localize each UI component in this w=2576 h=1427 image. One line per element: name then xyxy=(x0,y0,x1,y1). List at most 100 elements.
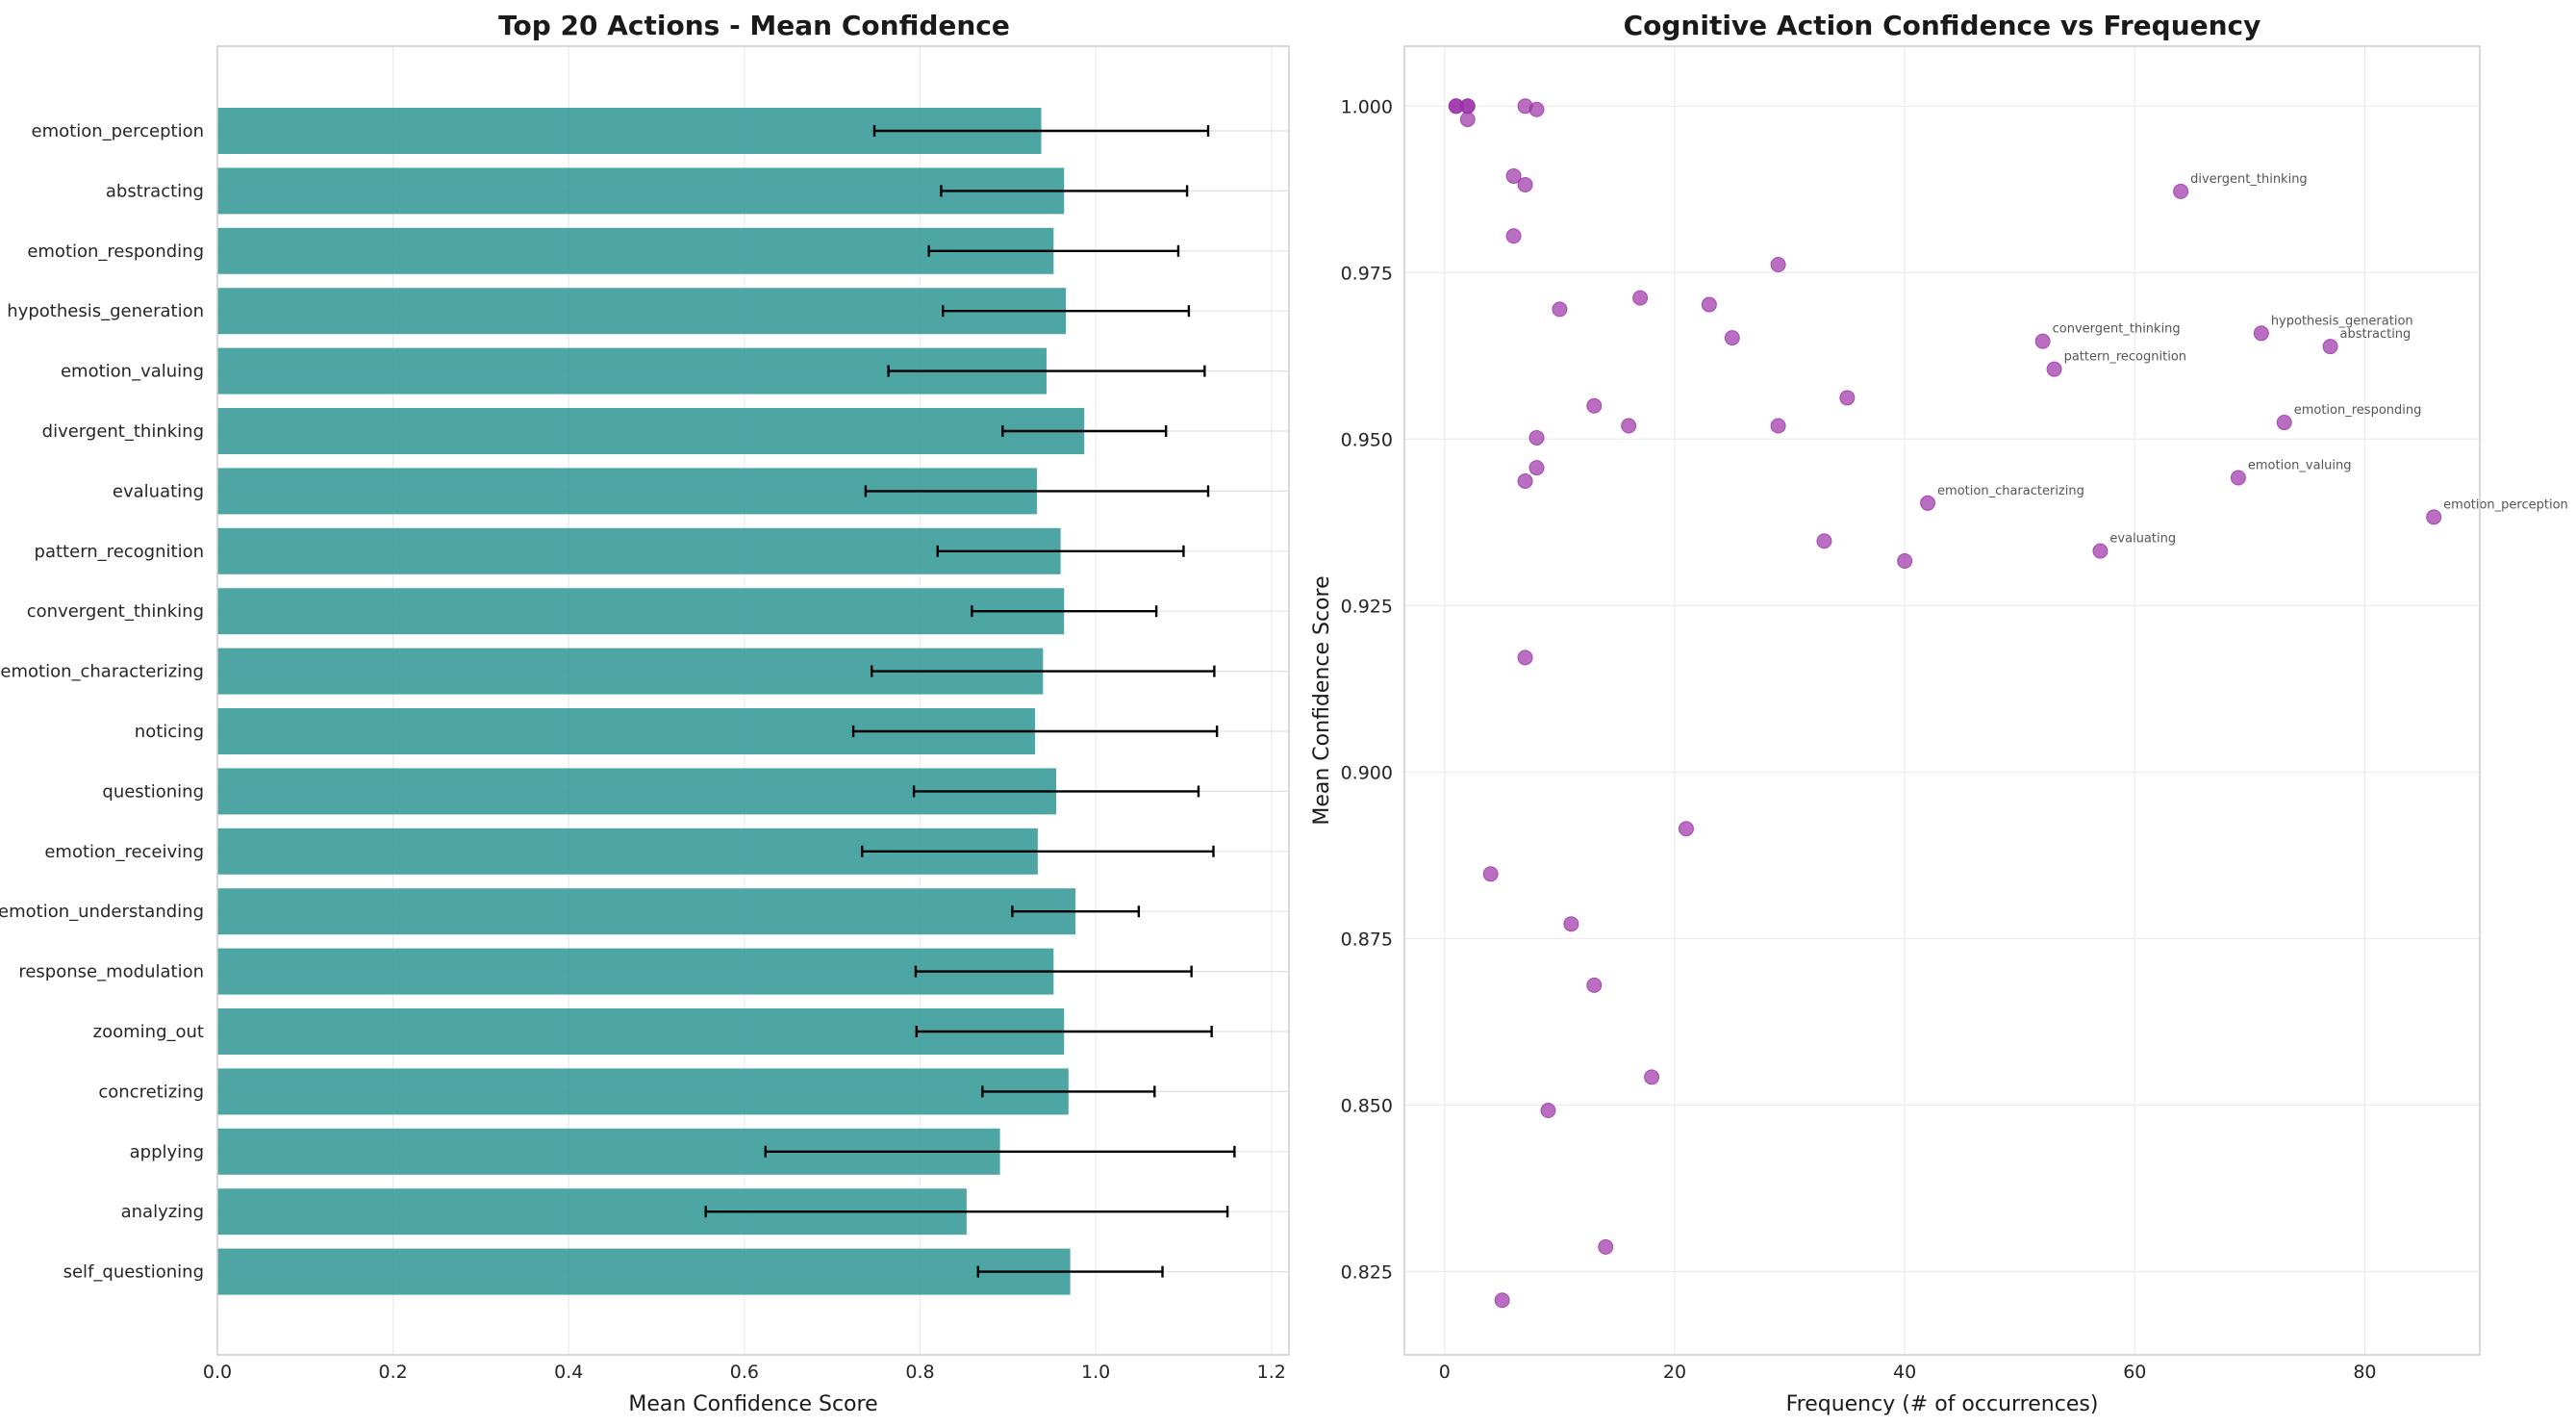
scatter-point xyxy=(1644,1069,1660,1085)
bar-self_questioning xyxy=(217,1248,1071,1295)
scatter-x-tick-label: 0 xyxy=(1439,1362,1451,1383)
scatter-y-tick-label: 0.925 xyxy=(1341,596,1393,617)
scatter-point xyxy=(1528,101,1545,117)
category-label-emotion_valuing: emotion_valuing xyxy=(61,362,204,382)
bar-response_modulation xyxy=(217,948,1054,995)
bar-chart-x-tick-label: 0.4 xyxy=(554,1362,583,1383)
category-label-pattern_recognition: pattern_recognition xyxy=(35,542,204,562)
scatter-point xyxy=(1724,330,1740,346)
scatter-point xyxy=(1540,1102,1556,1118)
scatter-point xyxy=(1632,290,1649,306)
scatter-point xyxy=(1586,977,1603,993)
category-label-hypothesis_generation: hypothesis_generation xyxy=(7,301,204,321)
scatter-x-tick-label: 40 xyxy=(1893,1362,1916,1383)
scatter-chart-x-tick-labels: 0 20 40 60 80 xyxy=(1439,1362,2377,1383)
scatter-chart-title: Cognitive Action Confidence vs Frequency xyxy=(1624,10,2261,41)
scatter-y-tick-label: 0.850 xyxy=(1341,1095,1393,1116)
point-convergent_thinking xyxy=(2034,333,2051,349)
annotation-emotion_responding: emotion_responding xyxy=(2294,403,2422,418)
point-emotion_perception xyxy=(2426,509,2442,525)
scatter-chart-y-axis-label: Mean Confidence Score xyxy=(1310,575,1334,825)
category-label-response_modulation: response_modulation xyxy=(18,962,204,982)
scatter-point xyxy=(1598,1238,1614,1255)
bar-chart-x-tick-label: 0.6 xyxy=(730,1362,759,1383)
annotation-evaluating: evaluating xyxy=(2109,532,2176,547)
scatter-point xyxy=(1897,553,1913,570)
scatter-point xyxy=(1563,916,1579,932)
annotation-divergent_thinking: divergent_thinking xyxy=(2190,172,2308,187)
annotation-convergent_thinking: convergent_thinking xyxy=(2053,322,2181,337)
bar-chart-category-labels: emotion_perception abstracting emotion_res… xyxy=(0,121,204,1283)
point-pattern_recognition xyxy=(2046,361,2062,377)
category-label-analyzing: analyzing xyxy=(121,1202,204,1222)
category-label-questioning: questioning xyxy=(102,781,204,802)
scatter-point xyxy=(1528,460,1545,476)
bar-chart-x-tick-label: 0.0 xyxy=(203,1362,232,1383)
scatter-point xyxy=(1621,418,1637,434)
category-label-emotion_receiving: emotion_receiving xyxy=(44,842,204,862)
scatter-point xyxy=(1839,390,1856,406)
scatter-point xyxy=(1482,866,1499,882)
bar-chart-title: Top 20 Actions - Mean Confidence xyxy=(498,10,1010,41)
category-label-evaluating: evaluating xyxy=(113,481,204,501)
bar-hypothesis_generation xyxy=(217,288,1067,335)
annotation-emotion_characterizing: emotion_characterizing xyxy=(1937,484,2084,498)
scatter-point xyxy=(1494,1292,1510,1309)
scatter-point xyxy=(1678,821,1694,837)
bar-chart-x-tick-label: 0.2 xyxy=(379,1362,408,1383)
category-label-abstracting: abstracting xyxy=(106,181,204,201)
scatter-x-tick-label: 80 xyxy=(2353,1362,2376,1383)
scatter-chart-x-axis-label: Frequency (# of occurrences) xyxy=(1786,1392,2099,1416)
scatter-y-tick-label: 0.950 xyxy=(1341,429,1393,450)
category-label-self_questioning: self_questioning xyxy=(63,1262,204,1283)
scatter-point xyxy=(1586,397,1603,414)
category-label-emotion_characterizing: emotion_characterizing xyxy=(0,662,204,682)
point-emotion_valuing xyxy=(2230,470,2246,486)
bar-chart-x-tick-label: 0.8 xyxy=(905,1362,934,1383)
scatter-point xyxy=(1528,429,1545,446)
bar-concretizing xyxy=(217,1068,1069,1115)
bar-divergent_thinking xyxy=(217,408,1085,454)
bar-chart-x-axis-label: Mean Confidence Score xyxy=(628,1392,877,1416)
scatter-chart: Cognitive Action Confidence vs Frequency… xyxy=(1310,10,2568,1416)
bar-chart-x-tick-label: 1.0 xyxy=(1081,1362,1110,1383)
bar-chart-x-tick-labels: 0.0 0.2 0.4 0.6 0.8 1.0 1.2 xyxy=(203,1362,1286,1383)
scatter-chart-annotations: divergent_thinking convergent_thinkingpat… xyxy=(1937,172,2568,547)
scatter-x-tick-label: 20 xyxy=(1663,1362,1686,1383)
annotation-emotion_perception: emotion_perception xyxy=(2443,497,2568,512)
point-emotion_characterizing xyxy=(1920,495,1936,511)
scatter-chart-y-tick-labels: 0.825 0.850 0.875 0.900 0.925 0.950 0.975 1.000 xyxy=(1341,96,1393,1283)
bar-abstracting xyxy=(217,167,1065,215)
scatter-point xyxy=(1517,650,1533,666)
category-label-divergent_thinking: divergent_thinking xyxy=(42,421,204,442)
scatter-y-tick-label: 0.875 xyxy=(1341,929,1393,950)
scatter-x-tick-label: 60 xyxy=(2123,1362,2146,1383)
scatter-point xyxy=(1701,296,1717,313)
category-label-applying: applying xyxy=(130,1142,204,1162)
annotation-pattern_recognition: pattern_recognition xyxy=(2064,350,2186,365)
scatter-point xyxy=(1552,301,1568,318)
scatter-point xyxy=(1770,257,1786,273)
bar-chart-frame xyxy=(216,45,1290,1356)
category-label-concretizing: concretizing xyxy=(98,1082,204,1102)
category-label-noticing: noticing xyxy=(135,722,204,742)
scatter-point xyxy=(1770,418,1786,434)
point-evaluating xyxy=(2092,543,2109,559)
bar-emotion_responding xyxy=(217,227,1054,274)
scatter-chart-points xyxy=(1448,98,2442,1309)
scatter-y-tick-label: 0.825 xyxy=(1341,1261,1393,1283)
category-label-zooming_out: zooming_out xyxy=(93,1022,204,1042)
scatter-y-tick-label: 1.000 xyxy=(1341,96,1393,117)
category-label-emotion_responding: emotion_responding xyxy=(27,242,204,262)
annotation-abstracting: abstracting xyxy=(2340,327,2412,342)
bar-emotion_understanding xyxy=(217,888,1076,935)
scatter-point xyxy=(1459,112,1476,128)
scatter-point xyxy=(1816,533,1832,549)
point-abstracting xyxy=(2322,339,2338,355)
bar-chart-x-tick-label: 1.2 xyxy=(1257,1362,1286,1383)
scatter-point xyxy=(1505,167,1522,184)
scatter-point xyxy=(1517,472,1533,489)
point-divergent_thinking xyxy=(2173,183,2189,199)
scatter-y-tick-label: 0.975 xyxy=(1341,263,1393,284)
